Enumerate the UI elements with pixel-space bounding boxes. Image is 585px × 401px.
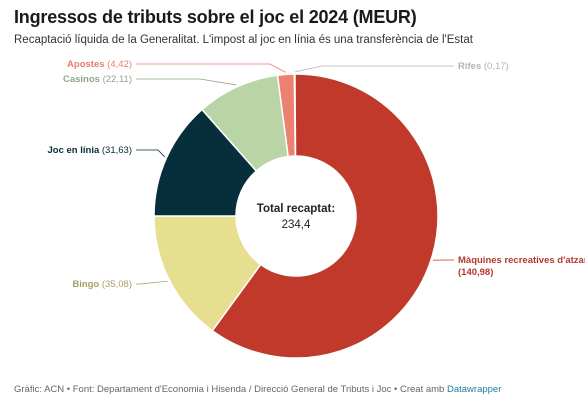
- datawrapper-link[interactable]: Datawrapper: [446, 384, 502, 395]
- leader-line: [136, 149, 166, 158]
- chart-title: Ingressos de tributs sobre el joc el 202…: [14, 7, 417, 27]
- slice-label: Casinos (22,11): [63, 74, 132, 85]
- leader-line: [136, 78, 237, 86]
- chart-footer: Gràfic: ACN • Font: Departament d'Econom…: [14, 384, 501, 395]
- label-leader-lines: [136, 63, 454, 285]
- leader-line: [136, 280, 168, 285]
- footer-source: Gràfic: ACN • Font: Departament d'Econom…: [14, 384, 447, 395]
- slice-label: Màquines recreatives d'atzar (140,98): [458, 255, 585, 278]
- slice-label: Joc en línia (31,63): [48, 145, 133, 156]
- leader-line: [136, 63, 286, 73]
- slice-labels: Rifes (0,17) Màquines recreatives d'atzar…: [48, 59, 585, 290]
- center-total-title: Total recaptat:: [257, 203, 335, 215]
- slice-label: Rifes (0,17): [458, 61, 509, 72]
- slice-label: Bingo (35,08): [72, 279, 132, 290]
- donut-hole: [236, 156, 356, 276]
- center-total-value: 234,4: [282, 219, 311, 231]
- chart-subtitle: Recaptació líquida de la Generalitat. L'…: [14, 34, 473, 46]
- slice-label: Apostes (4,42): [67, 59, 132, 70]
- leader-line: [294, 65, 454, 73]
